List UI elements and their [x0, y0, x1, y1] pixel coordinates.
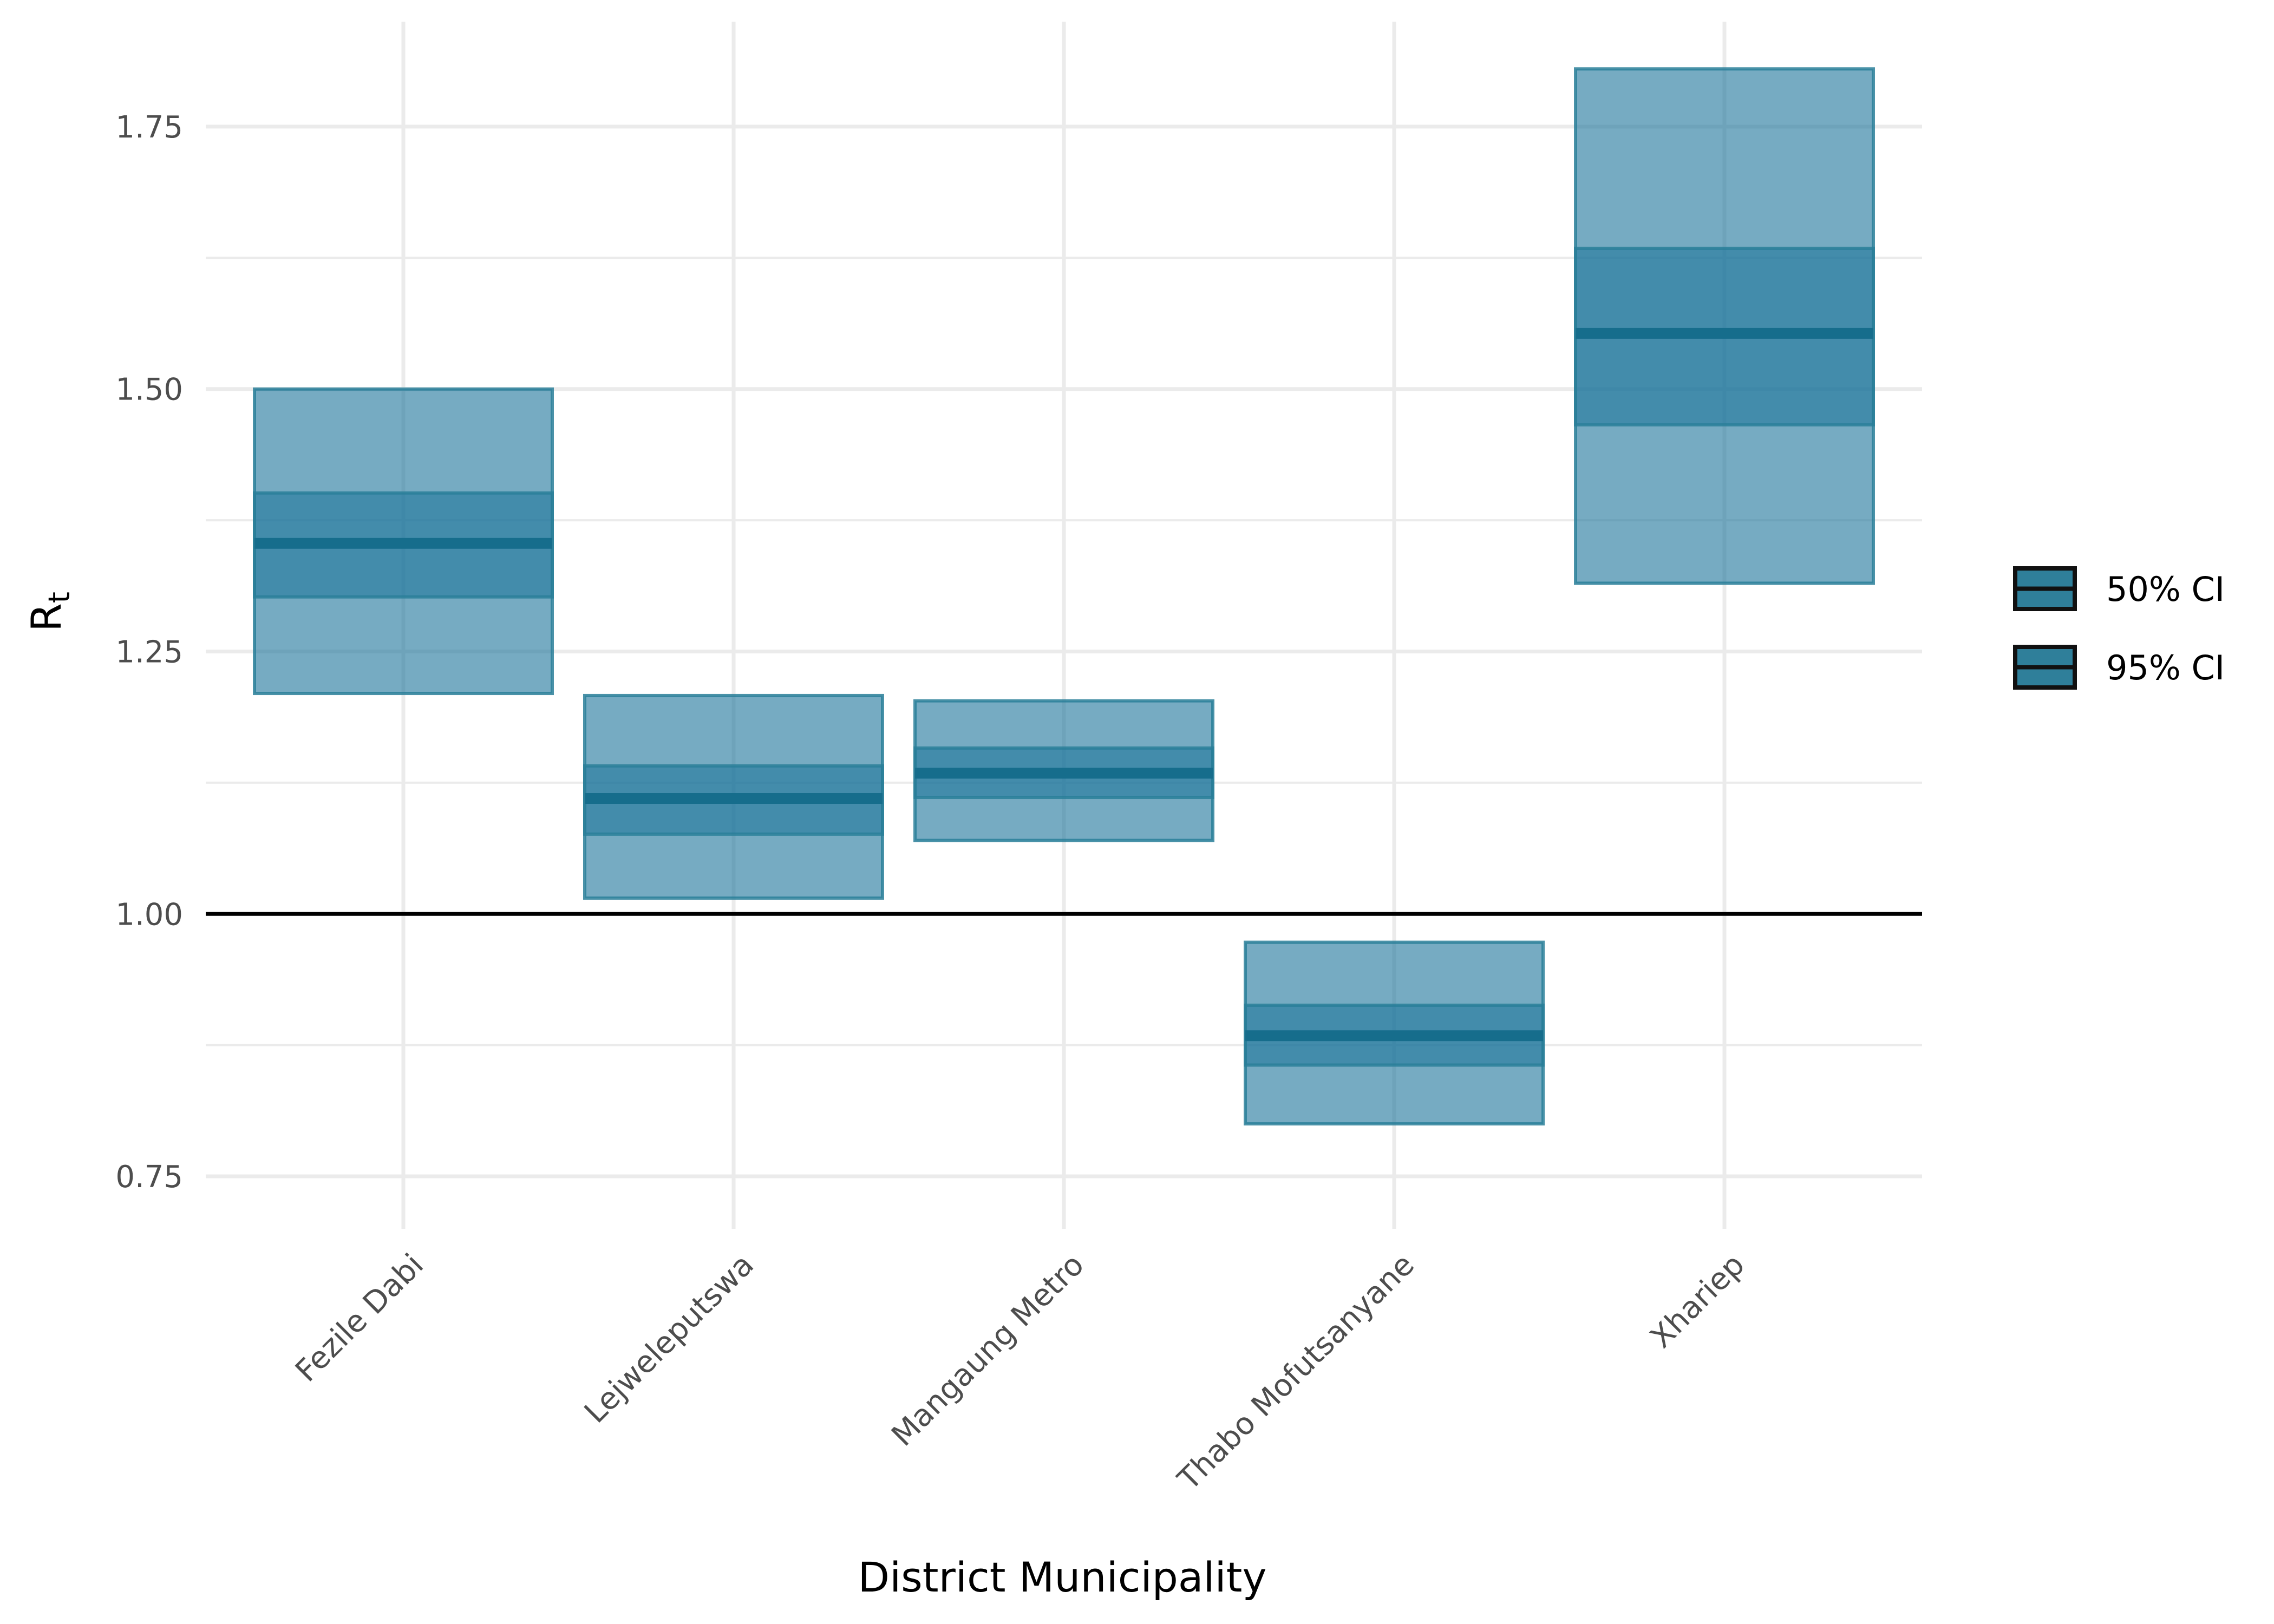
x-tick-label: Mangaung Metro — [885, 1247, 1091, 1453]
crossbar-group — [1244, 940, 1545, 1126]
crossbar-group — [253, 387, 554, 696]
y-tick-label: 1.50 — [115, 372, 183, 408]
y-axis-ticks: 0.75 1.00 1.25 1.50 1.75 — [115, 110, 183, 1195]
x-tick-label: Xhariep — [1644, 1247, 1752, 1355]
x-tick-label: Fezile Dabi — [289, 1247, 430, 1389]
y-tick-label: 1.25 — [115, 634, 183, 670]
crossbar-layer — [253, 67, 1875, 1126]
y-tick-label: 1.00 — [115, 897, 183, 932]
x-axis-title: District Municipality — [858, 1553, 1267, 1601]
y-axis-title-main: R — [22, 603, 70, 632]
y-axis-title-subscript: t — [42, 592, 76, 603]
y-axis-title: Rt — [22, 592, 76, 632]
crossbar-group — [913, 699, 1214, 842]
crossbar-group — [1574, 67, 1875, 585]
x-tick-label: Lejweleputswa — [578, 1247, 761, 1430]
x-tick-label: Thabo Mofutsanyane — [1171, 1247, 1421, 1497]
svg-text:Rt: Rt — [22, 592, 76, 632]
legend-label: 50% CI — [2106, 569, 2225, 609]
legend-label: 95% CI — [2106, 648, 2225, 687]
y-tick-label: 0.75 — [115, 1160, 183, 1195]
x-axis-ticks: Fezile Dabi Lejweleputswa Mangaung Metro Th… — [289, 1247, 1752, 1497]
legend-key — [2013, 566, 2077, 611]
crossbar-group — [583, 693, 884, 900]
y-tick-label: 1.75 — [115, 110, 183, 145]
legend-key — [2013, 645, 2077, 690]
legend: 50% CI 95% CI — [2013, 566, 2225, 690]
